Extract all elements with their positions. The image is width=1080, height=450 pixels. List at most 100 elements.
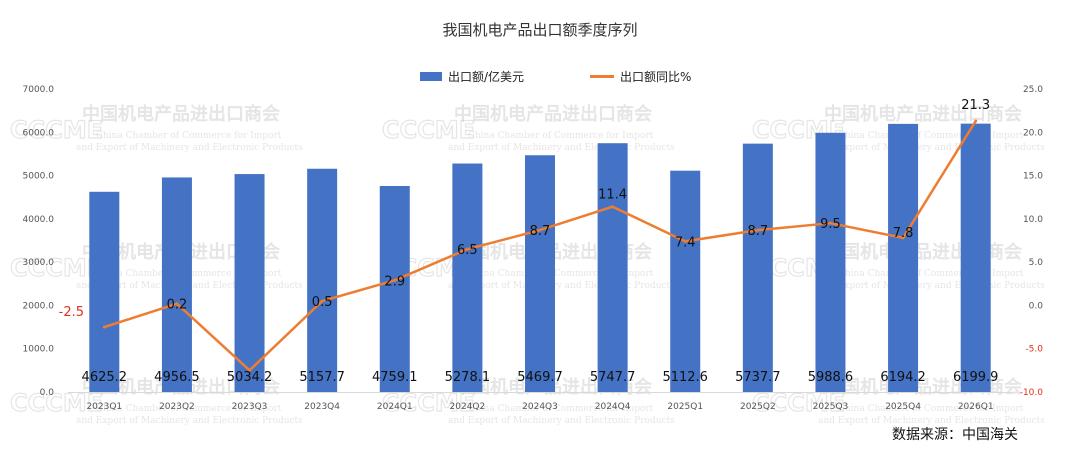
watermark-cn: 中国机电产品进出口商会 (454, 103, 652, 125)
line-value-label: 9.5 (820, 217, 841, 232)
watermark-en2: and Export of Machinery and Electronic P… (448, 143, 675, 153)
bar (452, 163, 483, 392)
category-label: 2024Q3 (522, 402, 558, 412)
watermark-en1: China Chamber of Commerce for Import (838, 131, 1024, 141)
legend-line-label: 出口额同比% (620, 70, 691, 84)
line-data-labels: -2.5 0.2 0.5 2.9 6.5 8.7 11.4 7.4 8.7 9.5 7.8 21.3 (59, 98, 991, 320)
legend-bar-swatch (420, 72, 442, 81)
line-point (102, 325, 106, 329)
watermark-en2: and Export of Machinery and Electronic P… (448, 281, 675, 291)
right-tick-label: 25.0 (1023, 85, 1043, 95)
category-label: 2023Q4 (304, 402, 340, 412)
bar (525, 155, 555, 392)
bar-value-label: 5157.7 (299, 370, 345, 385)
left-tick-label: 0.0 (40, 388, 55, 398)
line-value-label: 0.2 (167, 298, 188, 313)
category-label: 2023Q3 (232, 402, 268, 412)
line-value-label: 6.5 (457, 243, 478, 258)
line-point (974, 119, 978, 123)
bar (234, 174, 265, 392)
category-label: 2025Q1 (667, 402, 703, 412)
bar-value-label: 5112.6 (662, 370, 708, 385)
watermark-cn: 中国机电产品进出口商会 (824, 103, 1022, 125)
bar (597, 143, 628, 392)
right-tick-label: -10.0 (1020, 388, 1044, 398)
watermark-logo: CCCME (752, 389, 845, 417)
watermark-logo: CCCME (10, 254, 103, 282)
category-label: 2025Q2 (740, 402, 776, 412)
line-point (465, 247, 469, 251)
category-label: 2024Q1 (377, 402, 413, 412)
category-label: 2024Q2 (450, 402, 486, 412)
line-value-label: 7.4 (675, 235, 696, 250)
left-tick-label: 6000.0 (23, 128, 55, 138)
bar (888, 123, 919, 392)
line-point (538, 228, 542, 232)
bar (815, 132, 846, 392)
line-value-label: 21.3 (961, 98, 990, 113)
category-label: 2023Q2 (159, 402, 195, 412)
bar (307, 168, 338, 392)
line-point (611, 205, 615, 209)
left-tick-label: 7000.0 (23, 85, 55, 95)
right-tick-label: 0.0 (1029, 301, 1044, 311)
category-label: 2026Q1 (958, 402, 994, 412)
bar-value-label: 4956.5 (154, 370, 200, 385)
bar (161, 177, 192, 392)
right-tick-label: 5.0 (1029, 258, 1044, 268)
watermark-en1: China Chamber of Commerce for Import (468, 131, 654, 141)
bar-value-label: 4759.1 (372, 370, 418, 385)
bar (960, 123, 991, 392)
line-point (901, 236, 905, 240)
bar-value-label: 5034.2 (227, 370, 273, 385)
line-series (102, 119, 978, 372)
line-value-label: 7.8 (893, 226, 914, 241)
line-value-label: 8.7 (530, 224, 551, 239)
line-point (175, 302, 179, 306)
watermark-cn: 中国机电产品进出口商会 (82, 103, 280, 125)
watermark-en1: China Chamber of Commerce for Import (468, 269, 654, 279)
watermark-en2: and Export of Machinery and Electronic P… (76, 416, 303, 426)
left-tick-label: 4000.0 (23, 215, 55, 225)
watermark-en1: China Chamber of Commerce for Import (468, 404, 654, 414)
bar-value-label: 5988.6 (808, 370, 854, 385)
bar (89, 191, 120, 392)
legend-bar-label: 出口额/亿美元 (448, 69, 524, 84)
source-note: 数据来源：中国海关 (892, 427, 1018, 443)
bar-value-label: 5747.7 (590, 370, 636, 385)
bar-value-label: 5278.1 (445, 370, 491, 385)
bar (670, 170, 701, 392)
watermark-en1: China Chamber of Commerce for Import (838, 269, 1024, 279)
bar-series (68, 123, 1012, 393)
watermark-logo: CCCME (10, 116, 103, 144)
bar (742, 143, 773, 392)
chart-title: 我国机电产品出口额季度序列 (442, 21, 637, 39)
watermark-en2: and Export of Machinery and Electronic P… (818, 416, 1045, 426)
left-tick-label: 2000.0 (23, 301, 55, 311)
bar-value-label: 5469.7 (517, 370, 563, 385)
bar-value-label: 6199.9 (953, 370, 999, 385)
watermark-logo: CCCME (382, 389, 475, 417)
left-axis: 0.0 1000.0 2000.0 3000.0 4000.0 5000.0 6000.0 7… (23, 85, 55, 398)
line-point (248, 368, 252, 372)
right-tick-label: 20.0 (1023, 128, 1043, 138)
line-value-label: 0.5 (312, 295, 333, 310)
bar-value-label: 5737.7 (735, 370, 781, 385)
line-point (320, 299, 324, 303)
line-value-label: -2.5 (59, 305, 84, 320)
category-label: 2024Q4 (595, 402, 631, 412)
watermark-logo: CCCME (382, 116, 475, 144)
line-value-label: 8.7 (748, 224, 769, 239)
bar-data-labels: 4625.2 4956.5 5034.2 5157.7 4759.1 5278.1 5469… (82, 370, 999, 385)
watermark-cn: 中国机电产品进出口商会 (824, 241, 1022, 263)
line-point (756, 228, 760, 232)
right-tick-label: 10.0 (1023, 215, 1043, 225)
line-point (828, 221, 832, 225)
line-point (683, 239, 687, 243)
bar-value-label: 6194.2 (880, 370, 926, 385)
watermark-en2: and Export of Machinery and Electronic P… (818, 281, 1045, 291)
watermark-en1: China Chamber of Commerce for Import (838, 404, 1024, 414)
category-axis: 2023Q1 2023Q2 2023Q3 2023Q4 2024Q1 2024Q2 2024… (86, 402, 993, 412)
line-value-label: 2.9 (384, 274, 405, 289)
watermark-en2: and Export of Machinery and Electronic P… (818, 143, 1045, 153)
